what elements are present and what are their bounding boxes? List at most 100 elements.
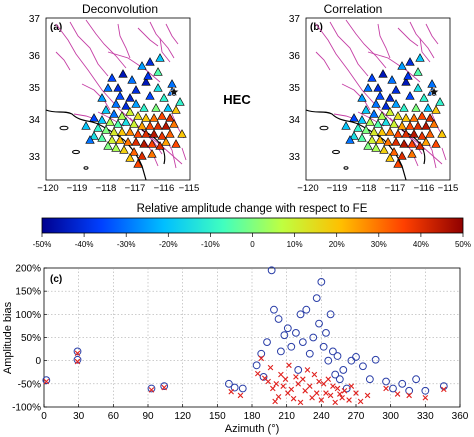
panel-a-xtick: −119 xyxy=(67,183,88,194)
fault-line xyxy=(85,19,127,69)
station-triangle xyxy=(367,135,377,144)
panel-b-xtick: −117 xyxy=(385,183,406,194)
panel-a-xtick: −117 xyxy=(125,183,146,194)
station-triangle xyxy=(89,131,99,140)
station-triangle xyxy=(113,83,123,92)
station-triangle xyxy=(143,71,153,80)
data-point-circle xyxy=(267,266,276,275)
station-triangle xyxy=(357,115,367,124)
station-triangle xyxy=(423,103,433,112)
data-point-circle xyxy=(365,375,374,384)
station-triangle xyxy=(435,97,445,106)
data-point-cross xyxy=(341,387,348,394)
x-tick-label: 90 xyxy=(142,411,154,422)
station-triangle xyxy=(371,99,381,108)
panel-a-xtick: −120 xyxy=(37,183,58,194)
data-point-circle xyxy=(339,366,348,374)
station-triangle xyxy=(369,109,379,118)
data-point-cross xyxy=(282,376,289,382)
panel-a-title: Deconvolution xyxy=(82,2,158,16)
station-triangle xyxy=(405,91,415,100)
data-point-cross xyxy=(270,385,276,392)
station-triangle xyxy=(345,135,355,144)
data-point-circle xyxy=(42,376,51,385)
station-triangle xyxy=(385,93,395,102)
data-point-cross xyxy=(332,399,338,406)
colorbar-tick-label: -50% xyxy=(33,240,52,249)
station-triangle xyxy=(357,133,367,142)
station-triangle xyxy=(399,103,409,112)
station-triangle xyxy=(371,143,381,152)
island-outline xyxy=(319,125,329,131)
data-point-cross xyxy=(441,386,447,393)
station-triangle xyxy=(385,107,395,116)
data-point-cross xyxy=(74,350,81,357)
fault-line xyxy=(107,51,161,83)
fault-line xyxy=(397,27,419,47)
data-point-cross xyxy=(394,391,401,397)
y-tick-label: -100% xyxy=(12,403,41,414)
station-triangle xyxy=(133,129,143,138)
panel-b-ytick: 33 xyxy=(289,152,301,163)
data-point-circle xyxy=(342,384,351,393)
fault-line xyxy=(345,19,387,69)
data-point-cross xyxy=(337,391,343,397)
x-tick-label: 180 xyxy=(244,411,261,422)
data-point-circle xyxy=(371,355,380,364)
station-triangle xyxy=(107,135,117,144)
station-triangle xyxy=(153,67,163,76)
fault-line xyxy=(55,23,183,165)
data-point-cross xyxy=(272,398,278,405)
data-point-cross xyxy=(295,381,302,387)
panel-b-x-axis: −120 −119 −118 −117 −116 −115 xyxy=(297,183,458,194)
station-triangle xyxy=(145,57,155,66)
data-point-cross xyxy=(334,385,341,392)
station-triangle xyxy=(157,131,167,140)
fault-lines xyxy=(55,19,187,169)
data-point-circle xyxy=(352,353,360,361)
data-point-cross xyxy=(302,387,308,394)
data-point-cross xyxy=(311,371,318,378)
fault-line xyxy=(419,37,431,63)
station-triangle xyxy=(133,159,143,168)
data-point-circle xyxy=(359,362,367,371)
station-triangle xyxy=(415,53,425,62)
station-triangle xyxy=(169,119,179,128)
station-triangle xyxy=(389,119,399,128)
station-triangle xyxy=(361,105,371,114)
panel-b-xtick: −120 xyxy=(297,183,318,194)
panel-b-xtick: −119 xyxy=(327,183,348,194)
station-triangle xyxy=(409,113,419,122)
station-triangle xyxy=(101,125,111,134)
station-triangle xyxy=(341,121,351,130)
station-triangle xyxy=(117,127,127,136)
data-point-cross xyxy=(357,398,364,405)
station-triangle xyxy=(125,107,135,116)
panel-b-ytick: 37 xyxy=(289,14,301,25)
data-point-cross xyxy=(300,376,306,382)
data-point-cross xyxy=(316,378,322,385)
station-triangle xyxy=(379,145,389,154)
data-point-cross xyxy=(148,387,155,393)
data-point-cross xyxy=(237,392,244,399)
station-triangle xyxy=(171,139,181,148)
station-triangle xyxy=(85,135,95,144)
data-point-circle xyxy=(322,328,330,337)
data-point-cross xyxy=(280,383,286,389)
fault-line xyxy=(149,21,175,59)
station-triangle xyxy=(393,159,403,168)
station-triangle xyxy=(133,111,143,120)
island-outline xyxy=(59,125,69,131)
island-outline xyxy=(72,149,80,155)
station-triangle xyxy=(159,93,169,102)
station-triangle xyxy=(105,117,115,126)
data-point-circle xyxy=(276,347,285,356)
fault-line xyxy=(315,51,331,71)
fault-line xyxy=(159,37,171,63)
data-point-cross xyxy=(254,370,261,377)
x-tick-label: 60 xyxy=(108,411,120,422)
data-point-cross xyxy=(273,381,280,387)
station-triangle xyxy=(155,53,165,62)
station-triangle xyxy=(419,93,429,102)
station-triangle xyxy=(417,131,427,140)
